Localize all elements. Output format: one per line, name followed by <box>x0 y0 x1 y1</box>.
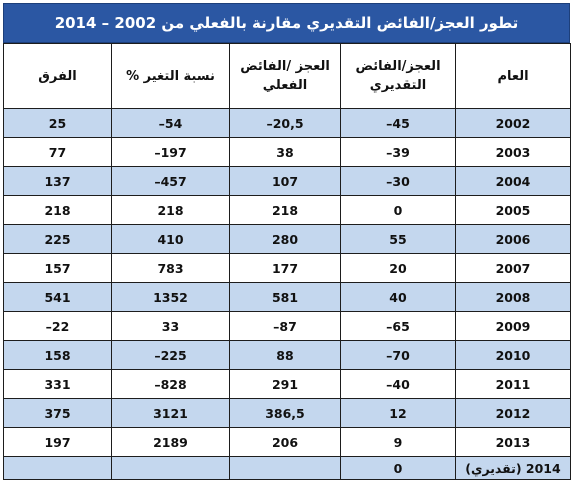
table-title: تطور العجز/الفائض التقديري مقارنة بالفعل… <box>3 3 570 43</box>
cell-year: 2003 <box>455 137 571 167</box>
cell-year: 2005 <box>455 195 571 225</box>
cell-estimated: 39– <box>340 137 456 167</box>
cell-diff: 158 <box>3 340 112 370</box>
cell-diff: 218 <box>3 195 112 225</box>
cell-estimated: 9 <box>340 427 456 457</box>
cell-change: 410 <box>111 224 230 254</box>
cell-change: 33 <box>111 311 230 341</box>
cell-actual <box>229 456 341 480</box>
cell-estimated: 70– <box>340 340 456 370</box>
table-row: 2002 45– 20,5– 54– 25 <box>3 108 571 138</box>
cell-diff <box>3 456 112 480</box>
cell-year: 2008 <box>455 282 571 312</box>
cell-actual: 206 <box>229 427 341 457</box>
cell-change: 225– <box>111 340 230 370</box>
cell-actual: 38 <box>229 137 341 167</box>
cell-change: 828– <box>111 369 230 399</box>
cell-diff: 541 <box>3 282 112 312</box>
header-actual: العجز /الفائض الفعلي <box>229 43 341 109</box>
cell-estimated: 0 <box>340 195 456 225</box>
table-row: 2010 70– 88 225– 158 <box>3 340 571 370</box>
cell-estimated: 40– <box>340 369 456 399</box>
cell-estimated: 40 <box>340 282 456 312</box>
table-row: 2006 55 280 410 225 <box>3 224 571 254</box>
cell-estimated: 65– <box>340 311 456 341</box>
table-row: 2007 20 177 783 157 <box>3 253 571 283</box>
cell-estimated: 45– <box>340 108 456 138</box>
cell-year: 2007 <box>455 253 571 283</box>
cell-diff: 331 <box>3 369 112 399</box>
cell-diff: 137 <box>3 166 112 196</box>
cell-actual: 280 <box>229 224 341 254</box>
cell-year: 2013 <box>455 427 571 457</box>
cell-change: 54– <box>111 108 230 138</box>
cell-change: 783 <box>111 253 230 283</box>
cell-estimated: 30– <box>340 166 456 196</box>
table-row: 2004 30– 107 457– 137 <box>3 166 571 196</box>
table-row: 2011 40– 291 828– 331 <box>3 369 571 399</box>
cell-year: 2006 <box>455 224 571 254</box>
cell-actual: 581 <box>229 282 341 312</box>
cell-diff: 25 <box>3 108 112 138</box>
cell-diff: 77 <box>3 137 112 167</box>
cell-diff: 375 <box>3 398 112 428</box>
cell-diff: 157 <box>3 253 112 283</box>
cell-actual: 87– <box>229 311 341 341</box>
cell-year: 2011 <box>455 369 571 399</box>
cell-estimated: 12 <box>340 398 456 428</box>
cell-estimated: 0 <box>340 456 456 480</box>
cell-year: 2010 <box>455 340 571 370</box>
cell-change <box>111 456 230 480</box>
cell-year: 2009 <box>455 311 571 341</box>
budget-table-container: تطور العجز/الفائض التقديري مقارنة بالفعل… <box>3 3 571 480</box>
cell-change: 197– <box>111 137 230 167</box>
cell-change: 218 <box>111 195 230 225</box>
cell-year: 2002 <box>455 108 571 138</box>
cell-diff: 197 <box>3 427 112 457</box>
cell-diff: 225 <box>3 224 112 254</box>
cell-change: 2189 <box>111 427 230 457</box>
table-row: 2009 65– 87– 33 22– <box>3 311 571 341</box>
cell-year: 2004 <box>455 166 571 196</box>
header-diff: الفرق <box>3 43 112 109</box>
cell-year: 2014 (تقديري) <box>455 456 571 480</box>
cell-actual: 20,5– <box>229 108 341 138</box>
table-row: 2012 12 386,5 3121 375 <box>3 398 571 428</box>
cell-actual: 107 <box>229 166 341 196</box>
cell-actual: 291 <box>229 369 341 399</box>
table-row: 2005 0 218 218 218 <box>3 195 571 225</box>
cell-estimated: 20 <box>340 253 456 283</box>
header-estimated: العجز/الفائض التقديري <box>340 43 456 109</box>
cell-estimated: 55 <box>340 224 456 254</box>
cell-change: 457– <box>111 166 230 196</box>
header-year: العام <box>455 43 571 109</box>
cell-change: 1352 <box>111 282 230 312</box>
cell-actual: 88 <box>229 340 341 370</box>
budget-table: العام العجز/الفائض التقديري العجز /الفائ… <box>3 43 571 480</box>
cell-year: 2012 <box>455 398 571 428</box>
table-row: 2013 9 206 2189 197 <box>3 427 571 457</box>
cell-diff: 22– <box>3 311 112 341</box>
table-row: 2014 (تقديري) 0 <box>3 456 571 480</box>
cell-actual: 218 <box>229 195 341 225</box>
header-change: نسبة التغير % <box>111 43 230 109</box>
cell-actual: 386,5 <box>229 398 341 428</box>
table-row: 2008 40 581 1352 541 <box>3 282 571 312</box>
cell-change: 3121 <box>111 398 230 428</box>
table-row: 2003 39– 38 197– 77 <box>3 137 571 167</box>
header-row: العام العجز/الفائض التقديري العجز /الفائ… <box>3 43 571 109</box>
cell-actual: 177 <box>229 253 341 283</box>
